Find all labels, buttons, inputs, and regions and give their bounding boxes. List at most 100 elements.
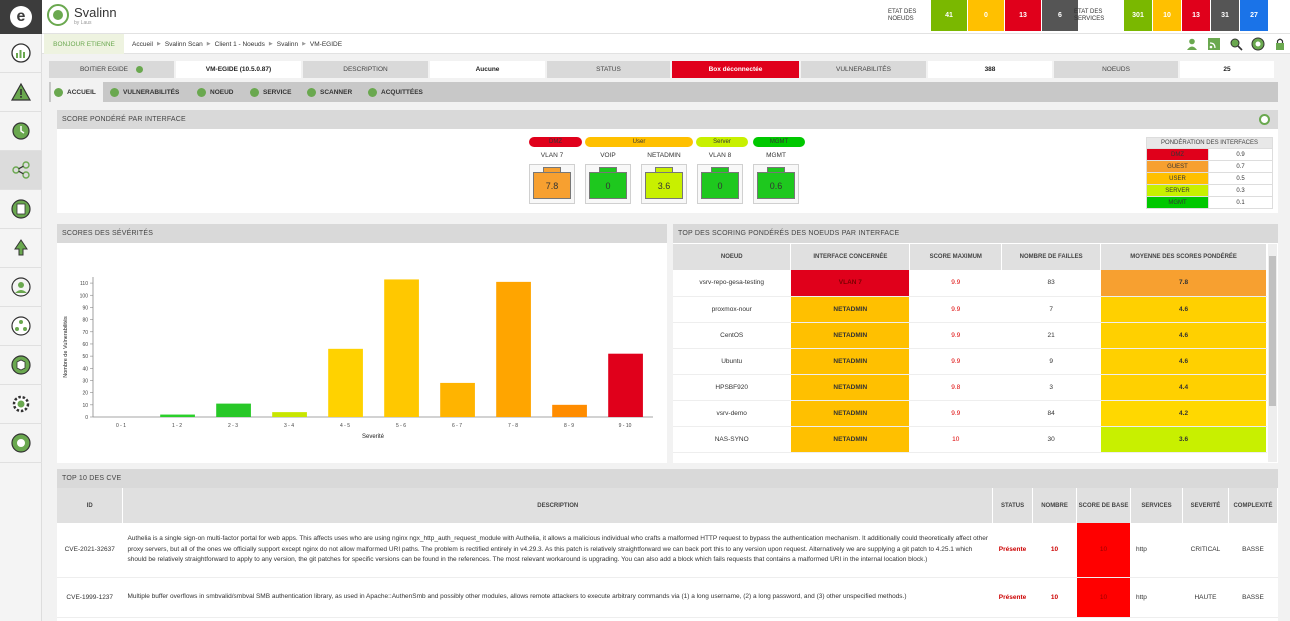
sidebar-item-network[interactable] xyxy=(0,151,42,190)
ethernet-port-icon[interactable]: 0.6 xyxy=(753,164,799,204)
top-scoring-table: NOEUD INTERFACE CONCERNÉE SCORE MAXIMUM NOM… xyxy=(673,244,1267,453)
severity-bar[interactable] xyxy=(440,382,475,417)
help-icon[interactable] xyxy=(1249,36,1266,52)
interface-group-pill: DMZ xyxy=(529,137,582,147)
severity-bar[interactable] xyxy=(552,404,587,417)
column-header[interactable]: SCORE MAXIMUM xyxy=(909,244,1003,270)
column-header[interactable]: SCORE DE BASE xyxy=(1076,488,1131,523)
severity-bar[interactable] xyxy=(608,353,643,417)
column-header[interactable]: STATUS xyxy=(992,488,1034,523)
vuln-count: 7 xyxy=(1001,296,1102,323)
column-header[interactable]: ID xyxy=(57,488,124,523)
service-stat-badge[interactable]: 301 xyxy=(1124,0,1152,31)
breadcrumb: Accueil ▶ Svalinn Scan ▶ Client 1 - Noeuds ▶ S… xyxy=(132,34,342,54)
tab-vulnerabilites[interactable]: VULNERABILITÉS xyxy=(107,82,189,102)
column-header[interactable]: DESCRIPTION xyxy=(122,488,994,523)
tab-accueil[interactable]: ACCUEIL xyxy=(51,82,103,102)
sidebar-item-alerts[interactable] xyxy=(0,73,42,112)
severity-bar[interactable] xyxy=(328,348,363,417)
sidebar-item-dashboard[interactable] xyxy=(0,34,42,73)
breadcrumb-item[interactable]: Svalinn xyxy=(276,40,299,48)
brand-subtitle: by Laus xyxy=(74,19,92,26)
service-stat-badge[interactable]: 10 xyxy=(1153,0,1181,31)
weights-title: PONDÉRATION DES INTERFACES xyxy=(1146,137,1273,149)
vertical-scrollbar[interactable] xyxy=(1268,244,1277,462)
column-header[interactable]: SERVICES xyxy=(1130,488,1183,523)
tab-service[interactable]: SERVICE xyxy=(247,82,299,102)
tab-acquittees[interactable]: ACQUITTÉES xyxy=(365,82,435,102)
breadcrumb-item[interactable]: Svalinn Scan xyxy=(164,40,203,48)
severity-bar[interactable] xyxy=(216,403,251,417)
severity-bar[interactable] xyxy=(272,412,307,417)
interface-cell: NETADMIN xyxy=(790,296,911,323)
severity-chart: 0 10 20 30 40 50 60 70 80 90 100 110 0 - 1 1 - 2 2 - 3… xyxy=(63,277,653,440)
breadcrumb-item[interactable]: VM-EGIDE xyxy=(309,40,343,48)
node-stat-badge[interactable]: 0 xyxy=(968,0,1004,31)
sidebar-item-reports[interactable] xyxy=(0,190,42,229)
table-row[interactable]: CentOS NETADMIN 9.9 21 4.6 xyxy=(673,322,1267,349)
rss-icon[interactable] xyxy=(1205,36,1222,52)
table-row[interactable]: vsrv-demo NETADMIN 9.9 84 4.2 xyxy=(673,400,1267,427)
sidebar-item-shutdown[interactable] xyxy=(0,424,42,463)
table-row[interactable]: NAS-SYNO NETADMIN 10 30 3.6 xyxy=(673,426,1267,453)
cve-id[interactable]: CVE-2021-32637 xyxy=(57,523,124,578)
ethernet-port-icon[interactable]: 7.8 xyxy=(529,164,575,204)
column-header[interactable]: INTERFACE CONCERNÉE xyxy=(790,244,911,270)
sidebar-item-tools[interactable] xyxy=(0,229,42,268)
severity-bar[interactable] xyxy=(384,279,419,417)
top-scoring-scroll-area[interactable]: NOEUD INTERFACE CONCERNÉE SCORE MAXIMUM NOM… xyxy=(673,244,1267,462)
ethernet-port-icon[interactable]: 0 xyxy=(697,164,743,204)
y-tick-label: 90 xyxy=(82,305,88,311)
sidebar-item-topology[interactable] xyxy=(0,307,42,346)
breadcrumb-item[interactable]: Accueil xyxy=(132,40,153,48)
sidebar-item-history[interactable] xyxy=(0,112,42,151)
service-icon xyxy=(250,87,259,97)
table-row[interactable]: Ubuntu NETADMIN 9.9 9 4.6 xyxy=(673,348,1267,375)
severity-bar[interactable] xyxy=(496,281,531,417)
severity-bar[interactable] xyxy=(160,414,195,417)
max-score: 9.9 xyxy=(909,348,1003,375)
cve-base-score: 10 xyxy=(1076,523,1131,578)
service-stat-badge[interactable]: 13 xyxy=(1182,0,1210,31)
column-header[interactable]: NOEUD xyxy=(673,244,792,270)
node-stat-badge[interactable]: 6 xyxy=(1042,0,1078,31)
node-stat-badge[interactable]: 41 xyxy=(931,0,967,31)
table-row[interactable]: CVE-2021-32637 Authelia is a single sign-… xyxy=(57,523,1279,578)
weights-table: PONDÉRATION DES INTERFACES DMZ 0.9 GUEST 0.… xyxy=(1146,137,1273,209)
breadcrumb-item[interactable]: Client 1 - Noeuds xyxy=(214,40,265,48)
column-header[interactable]: SEVERITÉ xyxy=(1182,488,1229,523)
avg-score: 4.2 xyxy=(1100,400,1267,427)
column-header[interactable]: COMPLEXITÉ xyxy=(1228,488,1279,523)
sidebar-item-users[interactable] xyxy=(0,268,42,307)
interface-group-pill: User xyxy=(585,137,693,147)
tab-scanner[interactable]: SCANNER xyxy=(304,82,360,102)
service-stat-badge[interactable]: 27 xyxy=(1240,0,1268,31)
user-profile-icon[interactable] xyxy=(1183,36,1200,52)
column-header[interactable]: NOMBRE xyxy=(1032,488,1078,523)
app-logo[interactable]: e xyxy=(0,0,42,34)
ethernet-port-icon[interactable]: 0 xyxy=(585,164,631,204)
weight-value: 0.3 xyxy=(1208,184,1273,197)
search-icon[interactable] xyxy=(1227,36,1244,52)
tab-noeud[interactable]: NOEUD xyxy=(194,82,243,102)
table-row[interactable]: CVE-1999-1237 Multiple buffer overflows i… xyxy=(57,577,1279,618)
brand[interactable]: Svalinn by Laus xyxy=(47,4,117,26)
avg-score: 3.6 xyxy=(1100,426,1267,453)
service-stat-badge[interactable]: 31 xyxy=(1211,0,1239,31)
sidebar-item-inventory[interactable] xyxy=(0,346,42,385)
lock-icon[interactable] xyxy=(1271,36,1288,52)
column-header[interactable]: NOMBRE DE FAILLES xyxy=(1001,244,1102,270)
cve-id[interactable]: CVE-1999-1237 xyxy=(57,577,124,618)
node-stat-badge[interactable]: 13 xyxy=(1005,0,1041,31)
column-header[interactable]: MOYENNE DES SCORES PONDÉRÉE xyxy=(1100,244,1267,270)
severity-header: SCORES DES SÉVÉRITÉS xyxy=(57,224,667,243)
table-row[interactable]: HPSBF920 NETADMIN 9.8 3 4.4 xyxy=(673,374,1267,401)
table-row[interactable]: vsrv-repo-gesa-testing VLAN 7 9.9 83 7.8 xyxy=(673,270,1267,297)
table-row[interactable]: proxmox-nour NETADMIN 9.9 7 4.6 xyxy=(673,296,1267,323)
max-score: 9.9 xyxy=(909,400,1003,427)
sidebar-item-settings[interactable] xyxy=(0,385,42,424)
ethernet-port-icon[interactable]: 3.6 xyxy=(641,164,687,204)
vuln-count: 9 xyxy=(1001,348,1102,375)
weight-value: 0.7 xyxy=(1208,160,1273,173)
settings-icon[interactable] xyxy=(1259,114,1270,125)
